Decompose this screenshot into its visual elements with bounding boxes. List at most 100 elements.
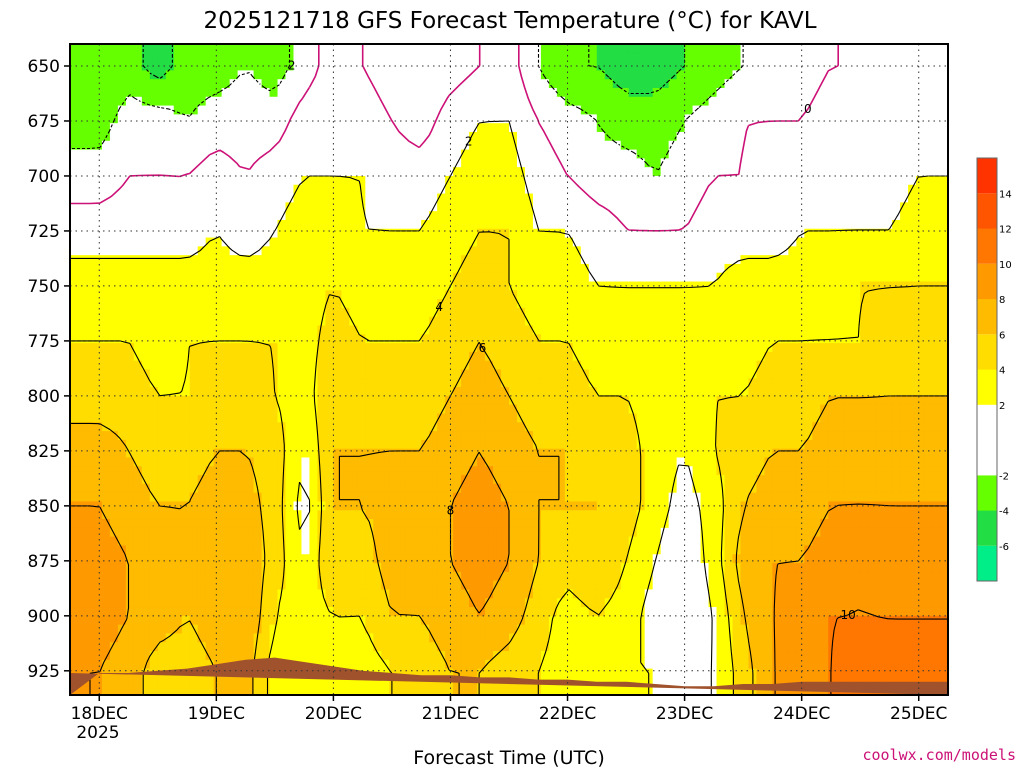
temperature-cell	[421, 607, 430, 617]
temperature-cell	[77, 545, 87, 555]
temperature-cell	[325, 87, 334, 98]
temperature-cell	[501, 651, 510, 661]
temperature-cell	[516, 184, 526, 195]
temperature-cell	[245, 475, 255, 485]
temperature-cell	[261, 369, 271, 379]
temperature-cell	[293, 545, 303, 555]
temperature-cell	[237, 219, 247, 230]
temperature-cell	[493, 131, 502, 142]
temperature-cell	[317, 131, 327, 142]
temperature-cell	[277, 563, 287, 573]
temperature-cell	[173, 413, 183, 423]
temperature-cell	[189, 114, 199, 124]
temperature-cell	[269, 272, 279, 283]
temperature-cell	[109, 404, 119, 415]
temperature-cell	[77, 114, 87, 124]
temperature-cell	[333, 624, 342, 635]
temperature-cell	[141, 105, 151, 115]
temperature-cell	[373, 351, 382, 362]
temperature-cell	[524, 158, 534, 168]
temperature-cell	[572, 334, 582, 344]
temperature-cell	[477, 272, 486, 283]
temperature-cell	[469, 501, 478, 511]
temperature-cell	[421, 237, 430, 247]
temperature-cell	[485, 422, 494, 432]
temperature-cell	[245, 554, 255, 564]
temperature-cell	[253, 44, 263, 54]
temperature-cell	[540, 448, 550, 459]
temperature-cell	[77, 598, 87, 608]
temperature-cell	[453, 228, 462, 239]
temperature-cell	[157, 105, 167, 115]
temperature-cell	[556, 413, 566, 423]
temperature-cell	[421, 114, 430, 124]
temperature-cell	[229, 140, 239, 151]
temperature-cell	[548, 466, 558, 476]
temperature-cell	[301, 70, 311, 80]
temperature-cell	[485, 527, 494, 538]
temperature-cell	[229, 79, 239, 89]
temperature-cell	[293, 96, 303, 107]
temperature-cell	[588, 131, 598, 142]
temperature-cell	[333, 492, 342, 503]
temperature-cell	[301, 351, 311, 362]
temperature-cell	[509, 211, 518, 221]
temperature-cell	[261, 114, 271, 124]
temperature-cell	[429, 545, 438, 555]
temperature-cell	[245, 44, 255, 54]
temperature-cell	[70, 651, 79, 661]
temperature-cell	[165, 351, 175, 362]
temperature-cell	[213, 219, 223, 230]
temperature-cell	[421, 343, 430, 353]
temperature-cell	[580, 87, 590, 98]
temperature-cell	[429, 527, 438, 538]
temperature-cell	[285, 563, 295, 573]
temperature-cell	[405, 571, 414, 582]
temperature-cell	[333, 510, 342, 520]
temperature-cell	[580, 686, 590, 695]
temperature-cell	[580, 404, 590, 415]
temperature-cell	[317, 439, 327, 450]
temperature-cell	[237, 633, 247, 643]
temperature-cell	[596, 193, 606, 203]
temperature-cell	[580, 52, 590, 63]
temperature-cell	[564, 545, 574, 555]
temperature-cell	[245, 545, 255, 555]
temperature-cell	[237, 246, 247, 256]
temperature-cell	[165, 527, 175, 538]
temperature-cell	[516, 651, 526, 661]
temperature-cell	[125, 466, 135, 476]
temperature-cell	[181, 219, 191, 230]
temperature-cell	[580, 598, 590, 608]
temperature-cell	[133, 686, 143, 695]
temperature-cell	[413, 369, 422, 379]
temperature-cell	[413, 624, 422, 635]
temperature-cell	[421, 554, 430, 564]
temperature-cell	[333, 598, 342, 608]
temperature-cell	[301, 272, 311, 283]
temperature-cell	[77, 651, 87, 661]
temperature-cell	[173, 307, 183, 318]
temperature-cell	[181, 545, 191, 555]
temperature-cell	[413, 527, 422, 538]
temperature-cell	[357, 598, 366, 608]
temperature-cell	[501, 334, 510, 344]
temperature-cell	[333, 651, 342, 661]
temperature-cell	[524, 369, 534, 379]
temperature-cell	[485, 431, 494, 441]
temperature-cell	[381, 44, 390, 54]
temperature-cell	[596, 369, 606, 379]
temperature-cell	[405, 563, 414, 573]
temperature-cell	[309, 651, 319, 661]
temperature-cell	[70, 272, 79, 283]
temperature-cell	[477, 263, 486, 274]
temperature-cell	[141, 536, 151, 547]
temperature-cell	[389, 184, 398, 195]
temperature-cell	[469, 659, 478, 670]
temperature-cell	[588, 686, 598, 695]
temperature-cell	[261, 607, 271, 617]
temperature-cell	[485, 598, 494, 608]
temperature-cell	[309, 263, 319, 274]
temperature-cell	[421, 272, 430, 283]
temperature-cell	[213, 351, 223, 362]
